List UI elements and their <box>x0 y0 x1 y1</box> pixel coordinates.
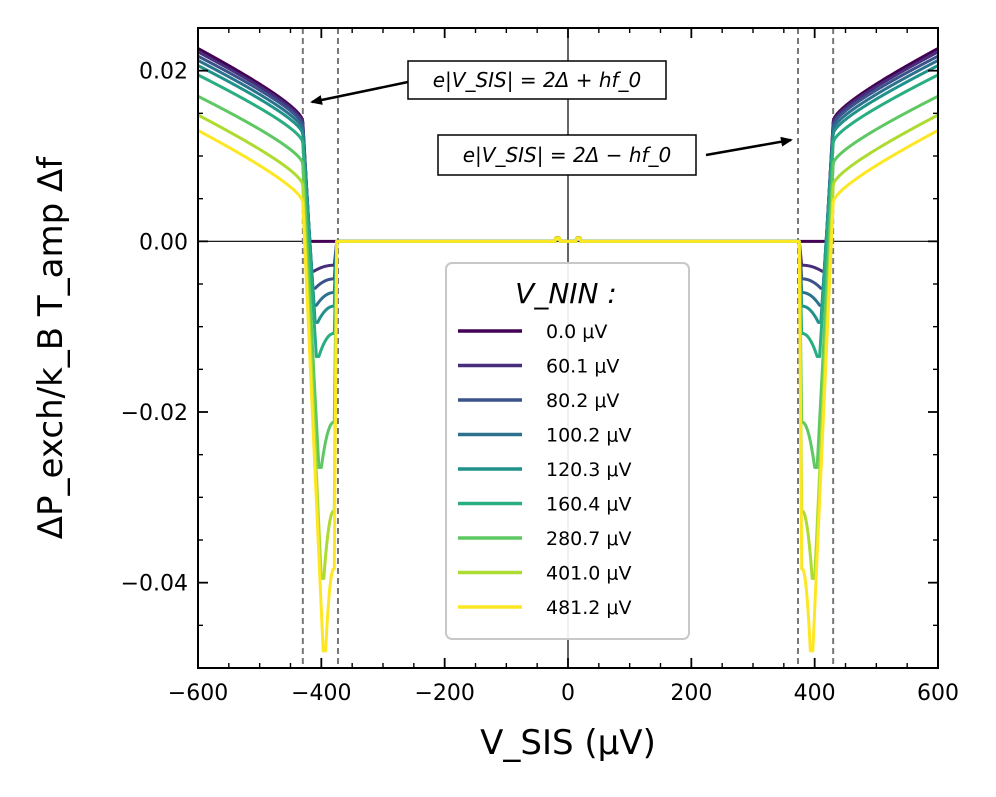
legend-title: V_NIN : <box>515 277 617 310</box>
legend-label: 80.2 μV <box>546 390 619 412</box>
tick-labels: −600 −400 −200 0 200 400 600 0.02 0.00 −0.02 −0.04 <box>121 60 959 706</box>
x-tick-label: −400 <box>291 681 351 706</box>
x-axis-title: V_SIS (μV) <box>480 723 656 763</box>
legend-label: 100.2 μV <box>546 425 632 447</box>
x-tick-label: 400 <box>794 681 836 706</box>
y-axis-title: ΔP_exch/k_B T_amp Δf <box>31 156 71 539</box>
annotation-upper-text: e|V_SIS| = 2Δ + hf_0 <box>433 68 642 92</box>
legend-box <box>445 262 690 640</box>
series-lines <box>198 47 938 653</box>
legend: V_NIN : 0.0 μV 60.1 μV 80.2 μV 100.2 μV 120.… <box>445 262 690 640</box>
reference-dashed-lines <box>301 28 835 668</box>
x-tick-label: −600 <box>168 681 228 706</box>
legend-label: 0.0 μV <box>546 321 607 343</box>
series-line-8 <box>198 129 938 653</box>
y-tick-label: 0.02 <box>139 60 188 85</box>
y-tick-label: −0.02 <box>121 401 188 426</box>
x-tick-label: −200 <box>414 681 474 706</box>
annotation-upper-arrow <box>310 80 409 105</box>
annotation-lower: e|V_SIS| = 2Δ − hf_0 <box>437 134 793 176</box>
legend-label: 120.3 μV <box>546 459 632 481</box>
annotation-lower-box <box>437 134 697 176</box>
annotation-lower-text: e|V_SIS| = 2Δ − hf_0 <box>463 143 672 167</box>
y-tick-label: −0.04 <box>121 572 188 597</box>
plot-frame <box>197 27 939 669</box>
legend-label: 280.7 μV <box>546 528 632 550</box>
legend-label: 401.0 μV <box>546 563 632 585</box>
annotation-upper: e|V_SIS| = 2Δ + hf_0 <box>310 60 667 105</box>
x-tick-label: 600 <box>917 681 959 706</box>
legend-label: 60.1 μV <box>546 356 619 378</box>
annotation-upper-box <box>407 60 667 100</box>
x-tick-label: 200 <box>670 681 712 706</box>
y-tick-label: 0.00 <box>139 230 188 255</box>
x-tick-label: 0 <box>561 681 575 706</box>
legend-label: 481.2 μV <box>546 597 632 619</box>
annotation-lower-arrow <box>705 136 793 157</box>
legend-label: 160.4 μV <box>546 494 632 516</box>
